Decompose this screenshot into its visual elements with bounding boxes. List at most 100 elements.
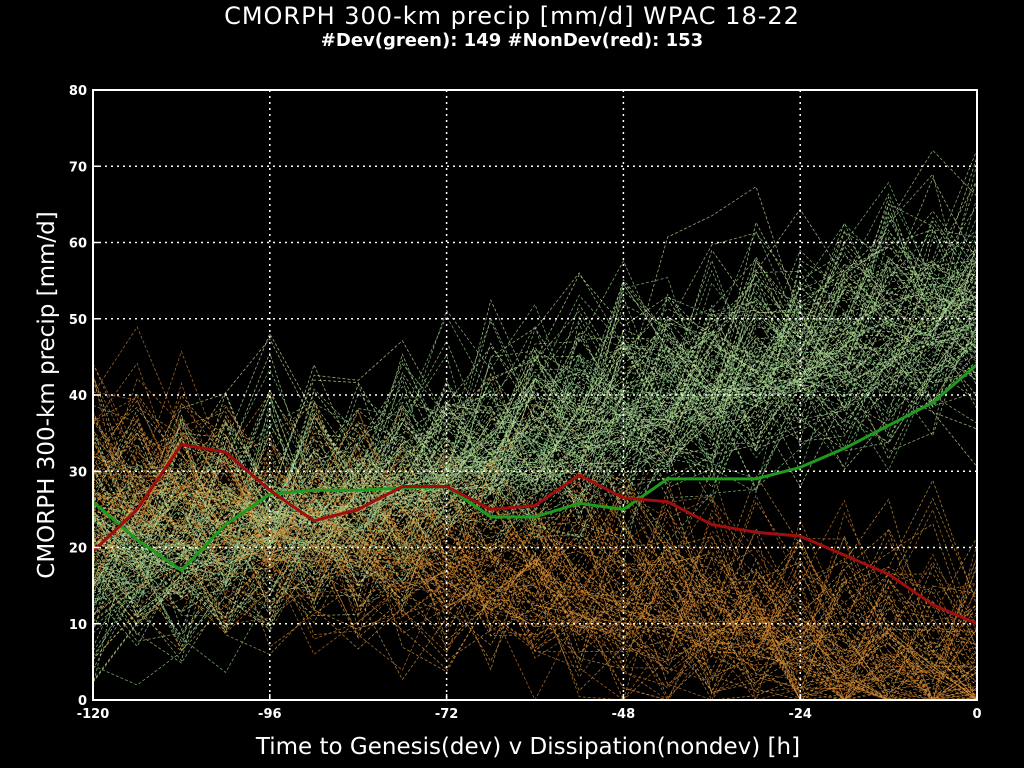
y-tick-label: 80 (69, 84, 87, 99)
ensemble-member-line (92, 463, 978, 701)
ensemble-member-line (92, 411, 977, 701)
ensemble-member-line (92, 433, 978, 701)
ensemble-member-line (92, 156, 978, 571)
ensemble-member-line (92, 216, 978, 546)
ensemble-member-line (92, 309, 978, 546)
ensemble-member-line (92, 374, 978, 701)
ensemble-member-line (92, 278, 978, 625)
y-tick-label: 40 (69, 389, 87, 404)
ensemble-member-line (92, 283, 978, 588)
ensemble-member-line (92, 439, 978, 701)
ensemble-member-line (92, 490, 978, 702)
y-axis-label: CMORPH 300-km precip [mm/d] (34, 211, 60, 578)
ensemble-member-line (92, 405, 978, 701)
ensemble-member-line (92, 470, 978, 701)
ensemble-member-line (92, 393, 978, 701)
ensemble-member-line (92, 419, 978, 701)
ensemble-member-line (92, 317, 978, 559)
ensemble-member-line (92, 433, 978, 673)
y-tick-label: 50 (69, 313, 87, 328)
ensemble-member-line (92, 197, 978, 618)
ensemble-member-line (92, 443, 978, 701)
ensemble-member-lines (92, 149, 978, 702)
ensemble-member-line (92, 179, 978, 597)
ensemble-member-line (92, 301, 978, 542)
ensemble-member-line (92, 414, 978, 699)
ensemble-member-line (92, 471, 978, 675)
ensemble-member-line (92, 269, 978, 634)
ensemble-member-line (92, 329, 978, 598)
ensemble-member-line (92, 420, 978, 682)
ensemble-member-line (92, 250, 978, 591)
x-tick-label: -24 (788, 707, 812, 722)
ensemble-member-line (92, 229, 978, 613)
ensemble-member-line (92, 363, 978, 691)
ensemble-member-line (92, 315, 978, 586)
ensemble-member-line (92, 309, 978, 583)
ensemble-member-line (92, 482, 978, 701)
ensemble-member-line (92, 433, 978, 701)
y-tick-label: 10 (69, 618, 87, 633)
ensemble-member-line (92, 258, 978, 631)
ensemble-member-line (92, 551, 977, 701)
ensemble-member-line (92, 316, 978, 628)
ensemble-member-line (92, 278, 978, 633)
ensemble-member-line (92, 460, 977, 701)
ensemble-member-line (92, 335, 978, 660)
ensemble-member-line (92, 280, 978, 588)
ensemble-member-line (92, 195, 978, 546)
ensemble-member-line (92, 436, 978, 678)
ensemble-member-line (92, 510, 978, 701)
ensemble-member-line (92, 245, 978, 627)
mean-series-lines (91, 363, 978, 626)
series-line-dev (92, 363, 978, 572)
ensemble-member-line (92, 149, 978, 564)
ensemble-member-line (92, 333, 978, 605)
ensemble-member-line (92, 221, 978, 600)
ensemble-member-line (92, 316, 978, 607)
ensemble-member-line (92, 406, 978, 692)
ensemble-member-line (92, 259, 978, 583)
ensemble-member-line (92, 291, 978, 587)
ensemble-member-line (92, 230, 978, 578)
ensemble-member-line (92, 248, 978, 549)
x-tick-label: 0 (972, 707, 981, 722)
ensemble-member-line (92, 490, 978, 701)
ensemble-member-line (92, 415, 977, 702)
chart-title: CMORPH 300-km precip [mm/d] WPAC 18-22 (224, 2, 800, 30)
ensemble-member-line (92, 377, 978, 701)
ensemble-member-line (92, 260, 978, 535)
ensemble-member-line (92, 280, 978, 582)
ensemble-member-line (92, 249, 978, 595)
ensemble-member-line (92, 453, 978, 693)
ensemble-member-line (92, 277, 978, 664)
y-tick-label: 20 (69, 542, 87, 557)
ensemble-member-line (92, 216, 978, 674)
ensemble-member-line (92, 263, 978, 561)
ensemble-member-line (92, 331, 978, 662)
ensemble-member-line (92, 391, 978, 701)
ensemble-member-line (92, 363, 978, 701)
y-tick-label: 0 (78, 694, 87, 709)
ensemble-member-line (92, 283, 978, 548)
ensemble-member-line (92, 286, 978, 634)
ensemble-member-line (92, 322, 978, 601)
ensemble-member-line (92, 193, 978, 601)
ensemble-member-line (92, 273, 978, 576)
ensemble-member-line (92, 268, 978, 584)
ensemble-member-line (92, 301, 978, 561)
ensemble-member-line (92, 210, 978, 636)
ensemble-member-line (92, 406, 978, 701)
ensemble-member-line (92, 411, 978, 701)
ensemble-member-line (92, 455, 977, 701)
ensemble-member-line (92, 470, 978, 686)
ensemble-member-line (92, 236, 978, 547)
x-tick-label: -48 (612, 707, 636, 722)
ensemble-member-line (92, 259, 978, 583)
ensemble-member-line (92, 438, 978, 701)
x-tick-label: -72 (435, 707, 459, 722)
y-tick-label: 70 (69, 160, 87, 175)
ensemble-member-line (92, 409, 978, 701)
ensemble-member-line (92, 262, 978, 648)
ensemble-member-line (92, 467, 978, 692)
